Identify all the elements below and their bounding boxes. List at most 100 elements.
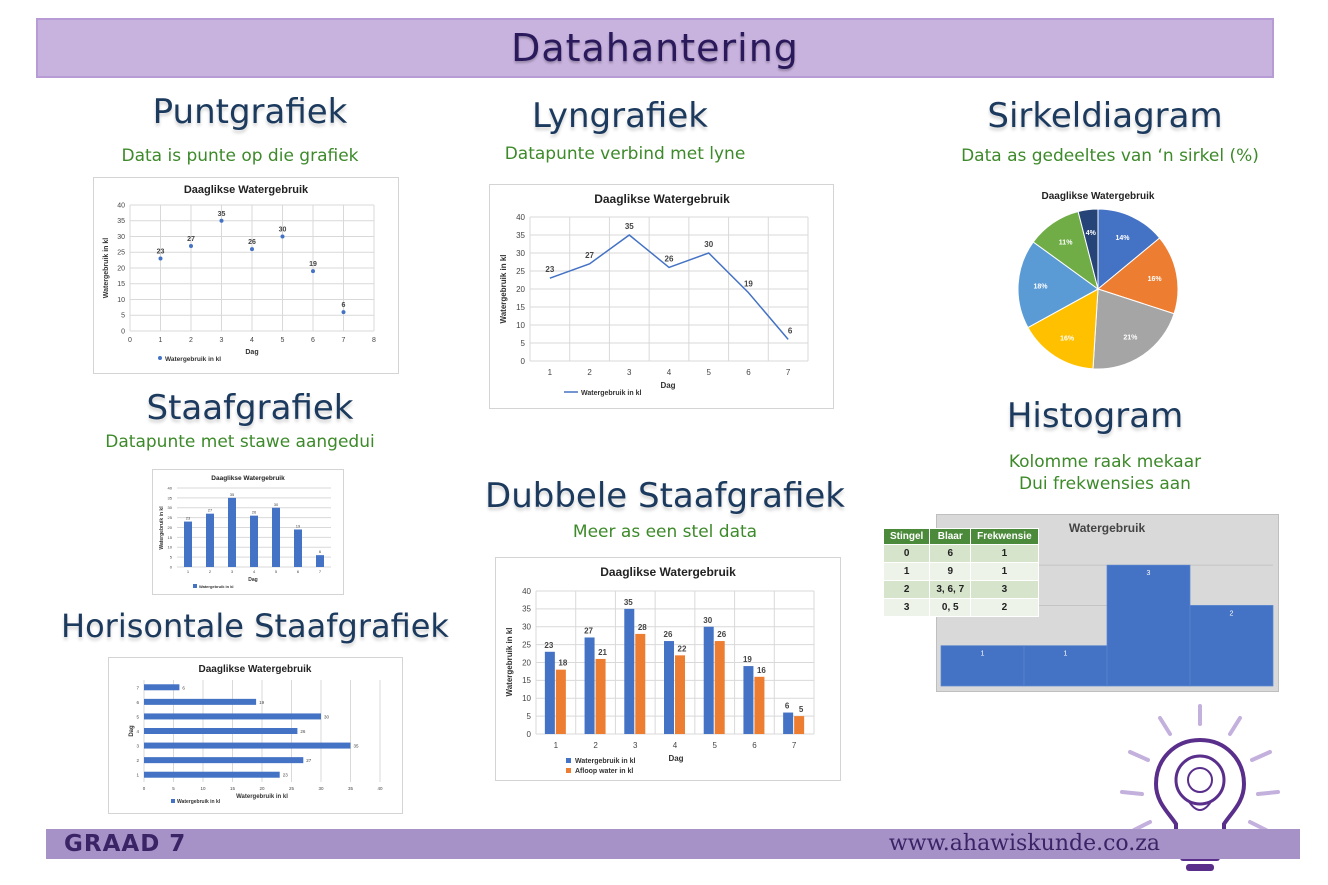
legend-marker [566,758,571,763]
y-tick-label: 25 [168,515,173,520]
y-tick-label: 0 [527,730,532,739]
data-label: 30 [704,240,713,249]
y-tick-label: 10 [117,297,125,304]
y-tick-label: 5 [121,313,125,320]
y-tick-label: 0 [521,357,526,366]
bar [675,655,685,734]
data-label: 3 [1147,570,1151,577]
slice-label: 11% [1059,239,1073,246]
data-label: 19 [259,700,265,705]
data-label: 35 [354,744,360,749]
x-axis-label: Dag [248,577,257,583]
x-tick-label: 5 [712,741,717,750]
data-label: 35 [230,492,235,497]
y-axis-label: Watergebruik in kl [103,238,110,298]
chart-title: Daaglikse Watergebruik [198,664,311,675]
x-tick-label: 2 [189,337,193,344]
x-tick-label: 7 [319,569,322,574]
data-label: 27 [208,508,213,513]
frequency-cell: 3 [970,580,1039,599]
y-tick-label: 4 [136,729,139,734]
y-axis-label: Watergebruik in kl [159,506,165,550]
y-tick-label: 20 [117,265,125,272]
data-label: 1 [981,651,985,658]
data-label: 26 [252,510,257,515]
data-label: 19 [296,523,301,528]
x-axis-label: Dag [660,381,675,390]
data-point [158,256,163,261]
y-tick-label: 40 [516,213,525,222]
bar [316,555,324,567]
x-tick-label: 10 [200,786,206,791]
leaf-cell: 3, 6, 7 [929,580,972,599]
bar [584,637,595,734]
slice-label: 18% [1034,283,1049,290]
data-point [219,218,224,223]
chart-title: Daaglikse Watergebruik [211,475,285,482]
bar [794,716,805,734]
frequency-header: Frekwensie [970,528,1039,545]
data-label: 23 [283,773,289,778]
scatter-chart: Daaglikse Watergebruik 0 5 10 15 20 25 30 35 40 0 1… [93,177,399,374]
data-label: 5 [799,705,804,714]
leaf-header: Blaar [929,528,972,545]
data-point [189,243,193,248]
sub-histogram-1: Kolomme raak mekaar [1008,452,1202,472]
y-tick-label: 30 [516,249,525,258]
pie-slice [1096,237,1179,315]
y-tick-label: 20 [522,658,531,667]
heading-horisontale-staafgrafiek: Horisontale Staafgrafiek [61,607,449,645]
data-label: 30 [279,227,287,234]
x-tick-label: 2 [593,741,598,750]
y-tick-label: 5 [170,555,173,560]
y-tick-label: 10 [522,694,531,703]
banner: Datahantering [36,18,1274,78]
data-label: 6 [319,549,322,554]
y-tick-label: 30 [117,234,125,241]
data-label: 35 [218,211,226,218]
y-tick-label: 30 [522,623,531,632]
bar [664,641,674,734]
data-label: 22 [678,644,687,653]
y-tick-label: 25 [516,267,525,276]
y-tick-label: 3 [136,744,139,749]
bar [635,633,646,734]
y-tick-label: 30 [168,505,173,510]
data-label: 27 [187,236,195,243]
y-tick-label: 1 [136,773,139,778]
bar [544,651,555,734]
slice-label: 21% [1123,335,1138,342]
data-label: 27 [306,758,312,763]
y-axis-label: Watergebruik in kl [499,254,508,323]
website-link[interactable]: www.ahawiskunde.co.za [888,831,1160,856]
bar [206,513,214,567]
chart-title: Watergebruik [1069,521,1146,535]
y-tick-label: 10 [168,545,173,550]
y-axis-label: Watergebruik in kl [505,627,514,696]
pie-chart: Daaglikse Watergebruik 14% 16% 21% 16% 18% 11%… [1003,185,1193,375]
stem-header: Stingel [882,528,931,545]
chart-title: Daaglikse Watergebruik [594,192,730,206]
x-tick-label: 5 [172,786,175,791]
sub-lyngrafiek: Datapunte verbind met lyne [504,144,746,164]
y-tick-label: 40 [522,587,531,596]
x-tick-label: 30 [318,786,324,791]
y-tick-label: 35 [516,231,525,240]
y-tick-label: 0 [121,328,125,335]
data-label: 2 [1230,610,1234,617]
heading-lyngrafiek: Lyngrafiek [532,96,708,136]
x-tick-label: 40 [377,786,383,791]
chart-title: Daaglikse Watergebruik [184,184,309,196]
sub-histogram-2: Dui frekwensies aan [1019,474,1191,494]
data-label: 23 [544,641,553,650]
x-tick-label: 4 [250,337,254,344]
legend-marker [158,356,162,360]
heading-staafgrafiek: Staafgrafiek [146,388,354,428]
bar [184,521,192,567]
data-label: 6 [788,326,793,335]
y-tick-label: 0 [170,564,173,569]
x-tick-label: 7 [792,741,797,750]
y-tick-label: 20 [168,525,173,530]
y-tick-label: 15 [168,535,173,540]
x-tick-label: 25 [289,786,295,791]
